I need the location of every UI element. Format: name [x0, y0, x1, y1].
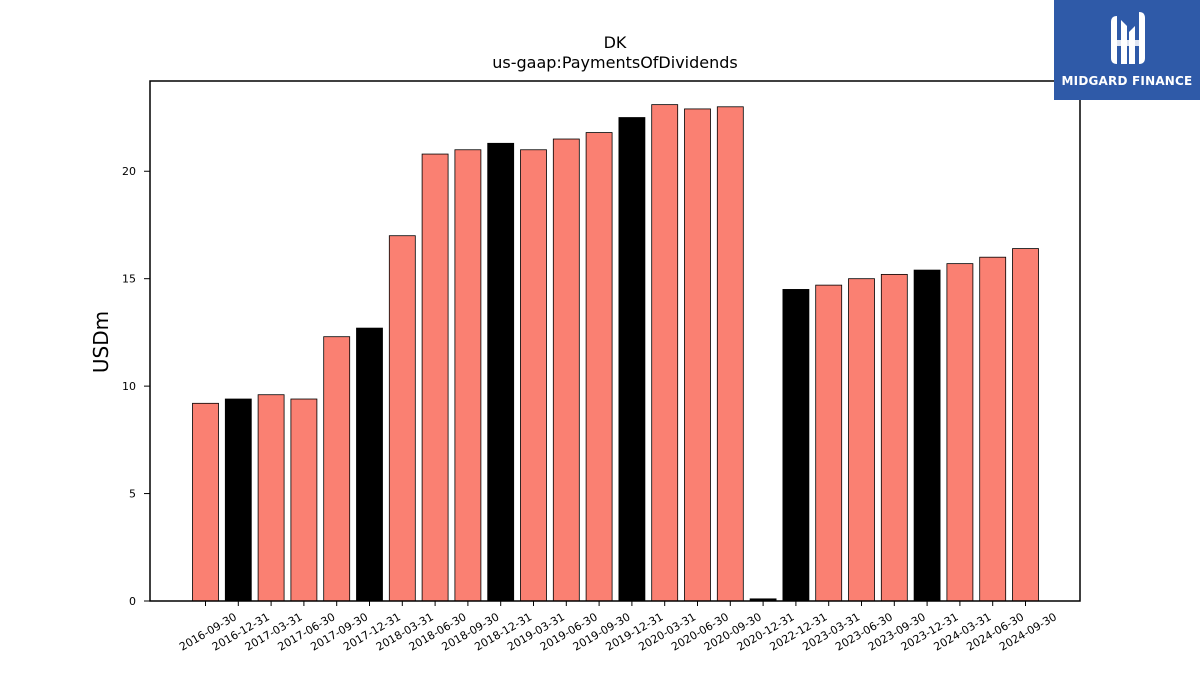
bar-2020-06-30: [684, 108, 711, 602]
bar-2019-09-30: [585, 132, 613, 602]
bar-2018-09-30: [454, 149, 482, 602]
bar-2023-09-30: [880, 273, 908, 602]
bar-2020-09-30: [716, 106, 744, 602]
bars-group: [192, 104, 1039, 602]
y-axis-ticks: 0 5 10 15 20: [122, 165, 150, 608]
x-axis-ticks: 2016-09-302016-12-312017-03-312017-06-30…: [177, 601, 1059, 654]
y-tick-label: 10: [122, 380, 136, 393]
bar-2019-12-31: [618, 117, 646, 602]
midgard-logo-icon: [1111, 12, 1145, 64]
plot-frame: [149, 80, 1081, 602]
y-tick-label: 15: [122, 273, 136, 286]
bar-2019-03-31: [520, 149, 547, 602]
bar-2023-03-31: [815, 284, 843, 602]
bar-2017-09-30: [323, 336, 351, 602]
midgard-finance-logo: MIDGARD FINANCE: [1054, 0, 1200, 100]
bar-2017-06-30: [290, 398, 318, 602]
bar-2023-06-30: [848, 278, 875, 602]
bar-2016-12-31: [224, 398, 252, 602]
bar-2017-12-31: [356, 327, 383, 602]
chart-subtitle: us-gaap:PaymentsOfDividends: [492, 53, 737, 72]
bar-2018-06-30: [421, 153, 449, 602]
bar-2019-06-30: [552, 138, 580, 602]
bar-2018-03-31: [388, 235, 416, 602]
bar-2023-12-31: [913, 269, 941, 602]
bar-2024-03-31: [946, 263, 974, 602]
logo-text: MIDGARD FINANCE: [1061, 74, 1193, 88]
y-tick-label: 0: [129, 595, 136, 608]
bar-2024-09-30: [1012, 248, 1039, 602]
y-tick-label: 5: [129, 488, 136, 501]
bar-2022-12-31: [782, 289, 810, 602]
y-axis-label: USDm: [89, 311, 113, 373]
y-tick-label: 20: [122, 165, 136, 178]
bar-2016-09-30: [192, 402, 219, 602]
chart-title: DK: [604, 33, 627, 52]
bar-2018-12-31: [487, 142, 515, 602]
bar-2024-06-30: [979, 256, 1007, 602]
bar-2020-03-31: [651, 104, 679, 602]
bar-2017-03-31: [257, 394, 285, 602]
